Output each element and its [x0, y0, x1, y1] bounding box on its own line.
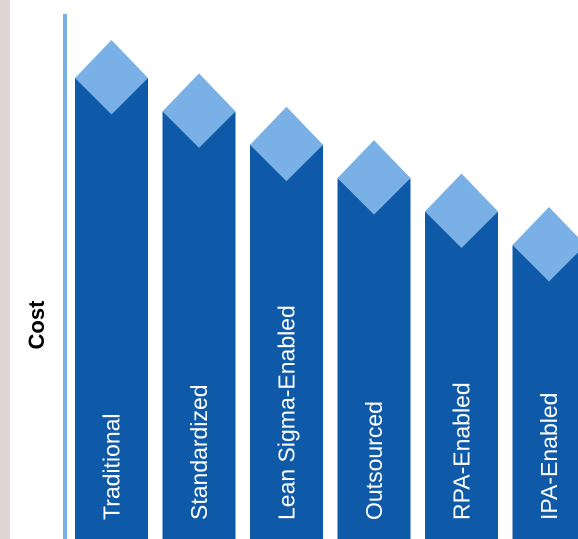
bar-5: RPA-Enabled: [425, 173, 498, 539]
bar-label-1: Traditional: [99, 413, 125, 520]
bar-3: Lean Sigma-Enabled: [250, 106, 323, 539]
bar-body-5: [425, 211, 498, 539]
bar-4: Outsourced: [337, 140, 411, 539]
bar-label-6: IPA-Enabled: [536, 393, 562, 520]
bar-body-2: [162, 111, 236, 539]
bar-body-6: [512, 244, 578, 539]
bar-1: Traditional: [75, 40, 148, 539]
y-axis-label: Cost: [24, 300, 49, 350]
bar-body-1: [75, 78, 148, 539]
bar-cap-6: [512, 206, 578, 283]
bar-label-2: Standardized: [186, 384, 212, 520]
bar-label-5: RPA-Enabled: [449, 382, 475, 520]
bar-body-4: [337, 178, 411, 539]
bar-label-4: Outsourced: [361, 401, 387, 520]
left-edge-band: [0, 0, 10, 539]
bar-body-3: [250, 144, 323, 539]
bar-2: Standardized: [162, 73, 236, 539]
bar-label-3: Lean Sigma-Enabled: [274, 305, 300, 520]
bar-6: IPA-Enabled: [512, 206, 578, 539]
